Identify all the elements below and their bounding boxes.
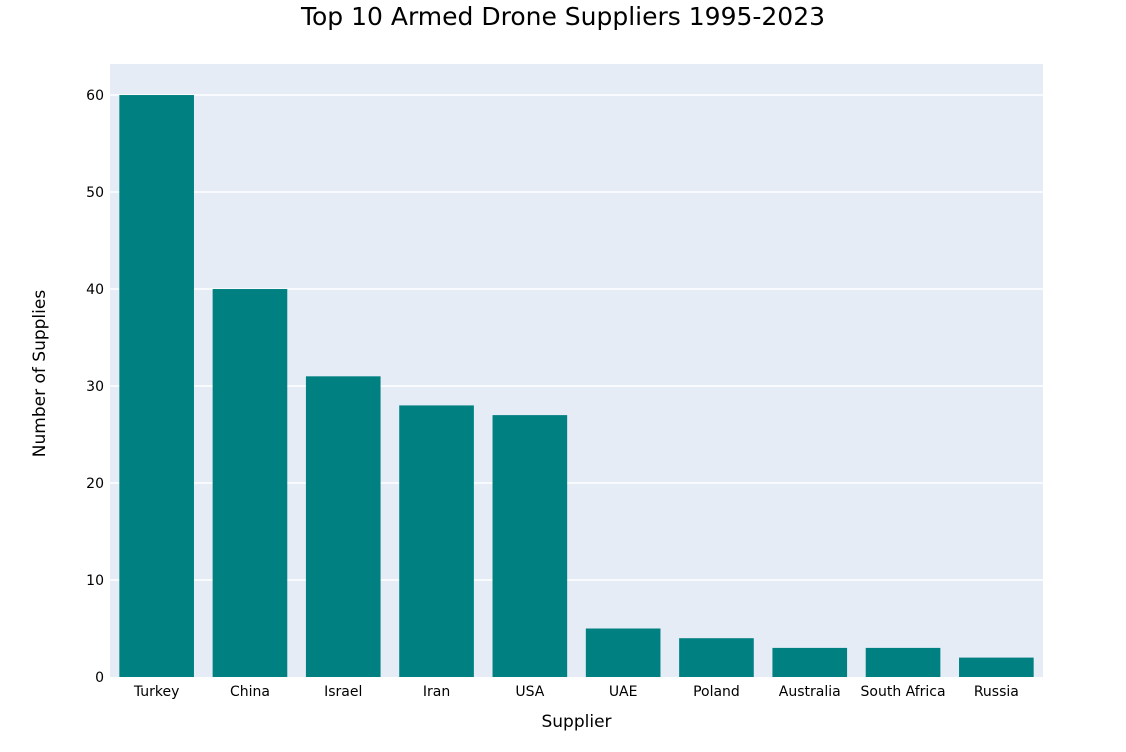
chart-title: Top 10 Armed Drone Suppliers 1995-2023 <box>300 2 826 31</box>
y-tick-label: 20 <box>86 476 104 492</box>
bar-israel[interactable] <box>305 376 381 677</box>
y-tick-label: 10 <box>86 573 104 589</box>
y-tick-label: 0 <box>95 670 104 686</box>
x-axis-title: Supplier <box>541 712 611 732</box>
bars <box>119 95 1034 678</box>
x-tick-label: UAE <box>609 684 638 700</box>
y-tick-label: 40 <box>86 282 104 298</box>
x-tick-label: Australia <box>779 684 841 700</box>
x-tick-label: USA <box>515 684 544 700</box>
bar-iran[interactable] <box>399 405 474 677</box>
y-tick-label: 30 <box>86 379 104 395</box>
bar-russia[interactable] <box>959 657 1034 677</box>
bar-australia[interactable] <box>772 647 848 677</box>
x-tick-label: Poland <box>693 684 740 700</box>
x-axis-ticks: Turkey China Israel Iran USA UAE Poland Austral… <box>133 684 1019 700</box>
y-axis-title: Number of Supplies <box>30 290 50 458</box>
bar-uae[interactable] <box>585 628 661 677</box>
y-tick-label: 50 <box>86 185 104 201</box>
bar-china[interactable] <box>212 289 288 677</box>
x-tick-label: Russia <box>974 684 1019 700</box>
bar-south-africa[interactable] <box>865 647 941 677</box>
y-axis-ticks: 0 10 20 30 40 50 60 <box>86 88 104 686</box>
x-tick-label: China <box>230 684 270 700</box>
x-tick-label: South Africa <box>861 684 946 700</box>
bar-usa[interactable] <box>492 415 568 677</box>
bar-poland[interactable] <box>679 638 754 677</box>
x-tick-label: Iran <box>423 684 450 700</box>
x-tick-label: Israel <box>324 684 362 700</box>
y-tick-label: 60 <box>86 88 104 104</box>
x-tick-label: Turkey <box>133 684 180 700</box>
bar-turkey[interactable] <box>119 95 194 678</box>
